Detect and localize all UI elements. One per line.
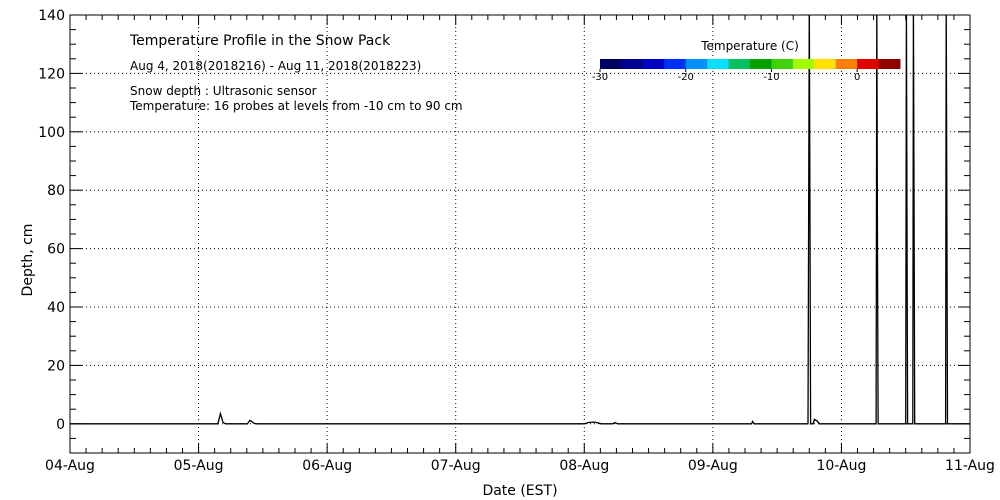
y-tick-label: 40 bbox=[47, 300, 65, 316]
axis-ticks bbox=[69, 14, 971, 454]
colorbar-tick-labels: -30 -20 -10 0 bbox=[592, 72, 861, 83]
chart-subtitle: Aug 4, 2018(2018216) - Aug 11, 2018(2018… bbox=[130, 59, 421, 73]
x-tick-label: 11-Aug bbox=[945, 458, 995, 474]
colorbar-segment bbox=[621, 59, 644, 69]
plot-frame bbox=[69, 14, 971, 454]
x-tick-label: 09-Aug bbox=[688, 458, 738, 474]
y-tick-label: 120 bbox=[38, 66, 65, 82]
series-layer bbox=[70, 15, 970, 425]
colorbar-segment bbox=[707, 59, 730, 69]
colorbar-segment bbox=[857, 59, 880, 69]
colorbar-title: Temperature (C) bbox=[700, 39, 799, 53]
x-tick-labels: 04-Aug 05-Aug 06-Aug 07-Aug 08-Aug 09-Aug 10-A… bbox=[45, 458, 995, 474]
colorbar-segment bbox=[685, 59, 708, 69]
x-tick-label: 04-Aug bbox=[45, 458, 95, 474]
chart-title: Temperature Profile in the Snow Pack bbox=[129, 33, 391, 49]
note-snow-depth: Snow depth : Ultrasonic sensor bbox=[130, 84, 317, 98]
y-tick-label: 140 bbox=[38, 8, 65, 24]
colorbar-segment bbox=[771, 59, 794, 69]
y-tick-labels: 0 20 40 60 80 100 120 140 bbox=[38, 8, 65, 433]
colorbar-segment bbox=[814, 59, 837, 69]
colorbar-tick-label: 0 bbox=[854, 72, 860, 83]
colorbar-tick-label: -20 bbox=[678, 72, 694, 83]
y-tick-label: 0 bbox=[56, 417, 65, 433]
colorbar-segment bbox=[835, 59, 858, 69]
note-temperature: Temperature: 16 probes at levels from -1… bbox=[129, 99, 463, 113]
colorbar-tick-label: -30 bbox=[592, 72, 608, 83]
x-tick-label: 05-Aug bbox=[174, 458, 224, 474]
x-tick-label: 07-Aug bbox=[431, 458, 481, 474]
colorbar-segment bbox=[642, 59, 665, 69]
x-axis-title: Date (EST) bbox=[482, 483, 557, 499]
x-tick-label: 08-Aug bbox=[559, 458, 609, 474]
x-tick-label: 10-Aug bbox=[816, 458, 866, 474]
colorbar-segment bbox=[728, 59, 751, 69]
colorbar-segment bbox=[600, 59, 622, 69]
colorbar bbox=[599, 59, 901, 72]
colorbar-segment bbox=[750, 59, 772, 69]
y-tick-label: 20 bbox=[47, 358, 65, 374]
y-tick-label: 100 bbox=[38, 125, 65, 141]
colorbar-segment bbox=[664, 59, 687, 69]
grid-lines bbox=[70, 15, 970, 453]
y-axis-title: Depth, cm bbox=[20, 224, 36, 297]
colorbar-tick-label: -10 bbox=[763, 72, 779, 83]
y-tick-label: 60 bbox=[47, 242, 65, 258]
colorbar-segment bbox=[878, 59, 901, 69]
x-tick-label: 06-Aug bbox=[302, 458, 352, 474]
colorbar-segment bbox=[792, 59, 815, 69]
snow-depth-series bbox=[70, 15, 970, 425]
y-tick-label: 80 bbox=[47, 183, 65, 199]
